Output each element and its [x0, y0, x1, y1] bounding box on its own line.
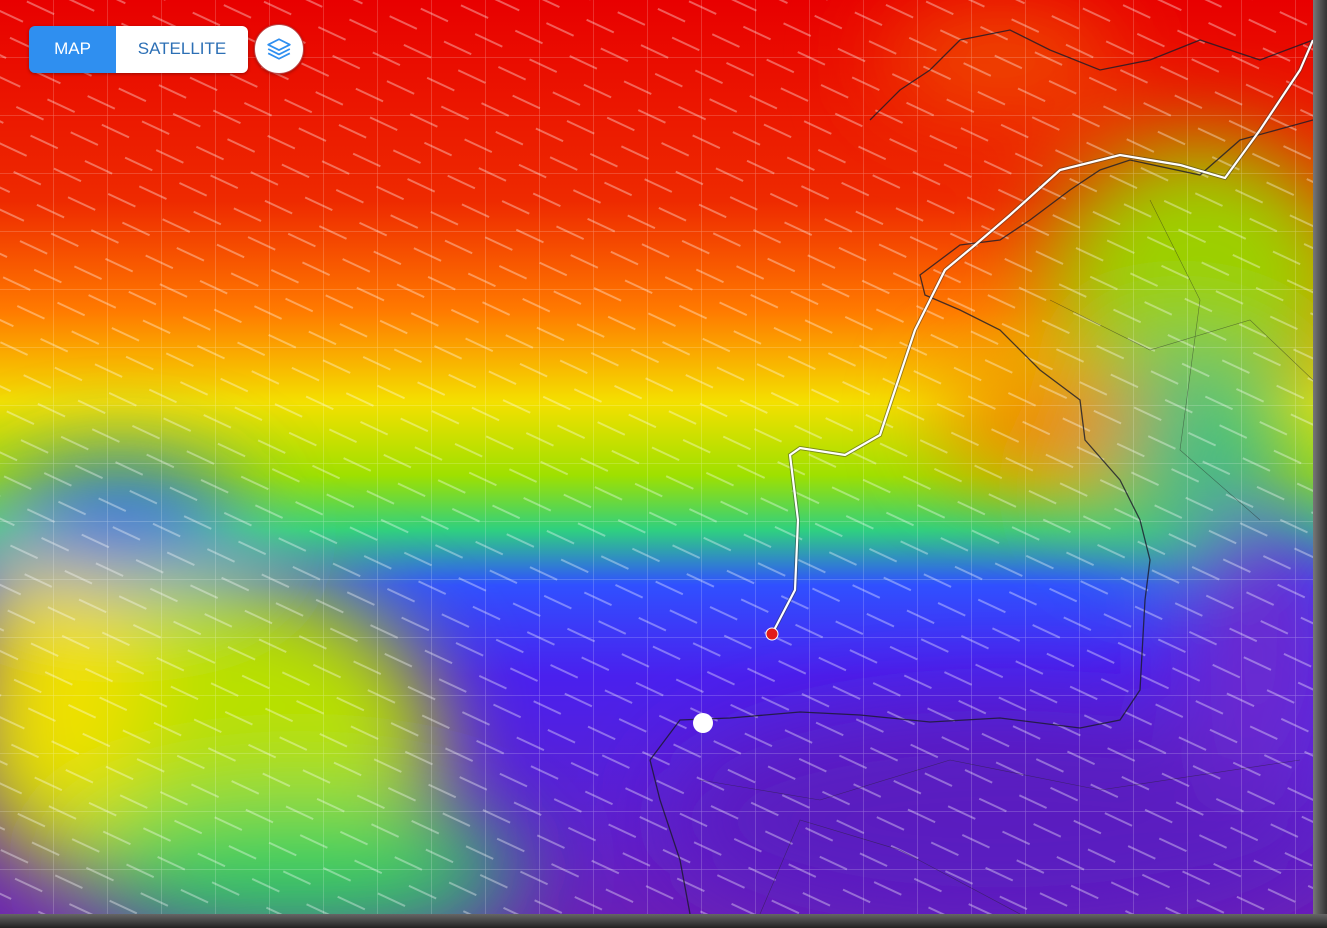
map-button[interactable]: MAP — [29, 25, 116, 73]
wind-heatmap — [0, 0, 1313, 914]
frame-edge-right — [1313, 0, 1327, 928]
satellite-button[interactable]: SATELLITE — [116, 25, 248, 73]
layers-button[interactable] — [254, 24, 304, 74]
map-type-toggle: MAP SATELLITE — [29, 25, 248, 73]
route-line — [771, 39, 1313, 635]
weather-map[interactable]: MAP SATELLITE — [0, 0, 1313, 914]
map-controls: MAP SATELLITE — [29, 24, 304, 74]
frame-edge-bottom — [0, 914, 1327, 928]
coastlines — [649, 29, 1313, 914]
boat-position-marker — [765, 627, 779, 641]
roads — [699, 199, 1313, 914]
layers-icon — [267, 38, 291, 60]
waypoint-marker — [693, 713, 713, 733]
